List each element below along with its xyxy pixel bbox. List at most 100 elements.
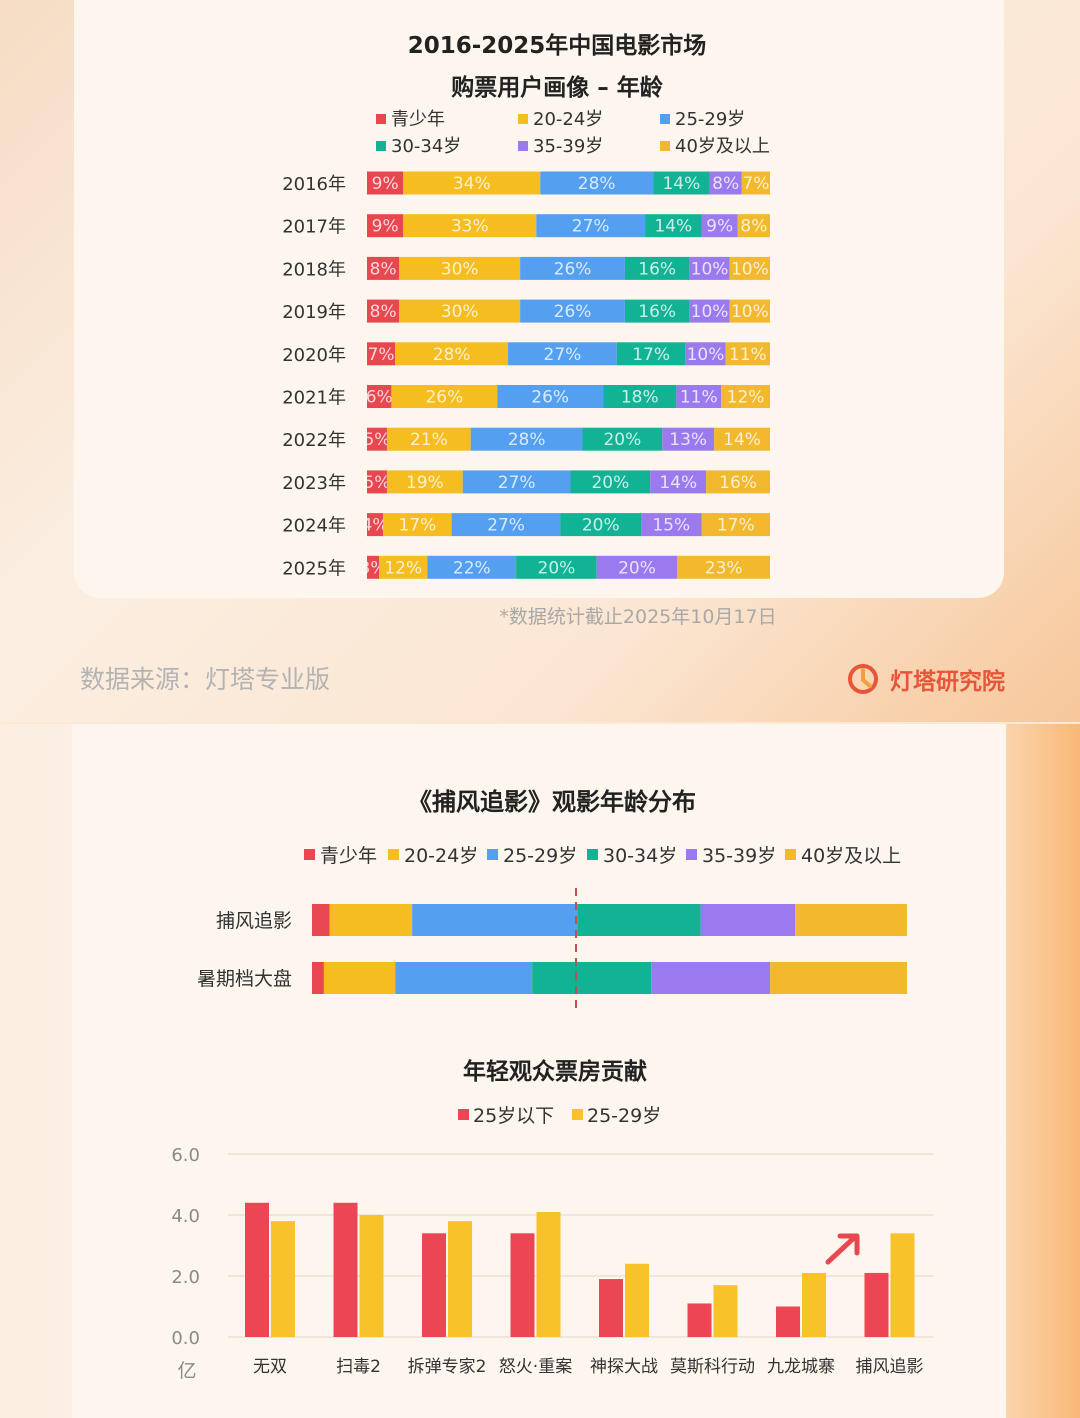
chart3-bar [864, 1272, 889, 1337]
chart2-bar-segment [412, 904, 578, 936]
chart1-bar-segment [386, 427, 471, 451]
chart1-value-label: 17% [398, 516, 436, 536]
chart1-bar-segment [536, 214, 646, 238]
chart2-bar-segment [770, 962, 907, 994]
chart1-value-label: 10% [691, 259, 729, 279]
chart2-bar-segment [395, 962, 533, 994]
chart1-value-label: 8% [740, 217, 767, 237]
chart1-value-label: 19% [406, 473, 444, 493]
chart2-legend-swatch [388, 849, 399, 860]
chart1-value-label: 20% [582, 516, 620, 536]
chart1-title-line2: 购票用户画像 – 年龄 [451, 75, 663, 101]
chart1-value-label: 10% [731, 259, 769, 279]
chart1-value-label: 26% [554, 259, 592, 279]
chart1-category-label: 2017年 [282, 217, 346, 238]
chart1-bar-segment [379, 555, 428, 579]
chart1-value-label: 28% [578, 174, 616, 194]
chart1-value-label: 11% [680, 388, 718, 408]
chart3-ytick-label: 0.0 [171, 1328, 200, 1349]
chart1-value-label: 34% [453, 174, 491, 194]
chart3-bar [536, 1211, 561, 1337]
chart1-bar-segment [645, 214, 702, 238]
chart1-category-label: 2020年 [282, 345, 346, 366]
chart1-bar-segment [399, 299, 521, 323]
chart1-value-label: 30% [441, 259, 479, 279]
trend-up-arrow-icon [825, 1233, 860, 1265]
chart1-bar-segment [624, 256, 690, 280]
chart1-value-label: 33% [451, 217, 489, 237]
chart1-value-label: 12% [727, 388, 765, 408]
chart1-value-label: 9% [372, 217, 399, 237]
chart3-legend-label: 25岁以下 [473, 1105, 554, 1127]
chart1-value-label: 16% [638, 259, 676, 279]
chart1-value-label: 13% [669, 430, 707, 450]
chart1-bar-segment [603, 385, 677, 408]
chart3-legend-swatch [572, 1109, 583, 1120]
chart1-bar-segment [383, 513, 452, 537]
chart1-bar-segment [641, 513, 702, 537]
chart1-value-label: 14% [659, 473, 697, 493]
chart1-bar-segment [689, 256, 730, 280]
chart3-legend-swatch [458, 1109, 469, 1120]
chart2-bar-segment [329, 904, 413, 936]
chart1-value-label: 27% [572, 217, 610, 237]
chart1-bar-segment [367, 171, 404, 195]
chart1-bar-segment [520, 299, 625, 323]
chart2-bar-segment [532, 962, 652, 994]
chart1-value-label: 20% [618, 558, 656, 578]
chart1-legend-label: 40岁及以上 [675, 136, 770, 157]
chart2-legend-label: 25-29岁 [503, 845, 577, 867]
chart1-value-label: 9% [706, 217, 733, 237]
chart1-value-label: 26% [554, 302, 592, 322]
chart1-value-label: 10% [691, 302, 729, 322]
chart1-legend-label: 20-24岁 [533, 109, 603, 130]
chart1-value-label: 20% [538, 558, 576, 578]
chart3-bar [776, 1306, 800, 1337]
chart1-value-label: 8% [370, 259, 397, 279]
chart1-value-label: 8% [370, 302, 397, 322]
chart3-category-label: 神探大战 [590, 1357, 658, 1377]
chart1-bar-segment [741, 171, 770, 195]
chart1-bar-segment [367, 513, 384, 537]
chart1-bar-segment [367, 385, 392, 408]
chart1-bar-segment [516, 555, 597, 579]
chart2-bar-segment [312, 962, 324, 994]
chart2-legend-label: 35-39岁 [702, 845, 776, 867]
chart1-bar-segment [725, 342, 770, 366]
chart1-bar-segment [560, 513, 642, 537]
chart1-bar-segment [386, 470, 463, 494]
chart3-category-label: 无双 [253, 1357, 287, 1377]
chart3-category-label: 莫斯科行动 [670, 1357, 755, 1377]
chart1-value-label: 30% [441, 302, 479, 322]
chart3-bar [422, 1233, 446, 1337]
chart2-legend-label: 30-34岁 [603, 845, 677, 867]
chart1-bar-segment [367, 555, 380, 579]
chart1-value-label: 16% [638, 302, 676, 322]
chart1-bar-segment [395, 342, 509, 366]
chart1-value-label: 21% [410, 430, 448, 450]
chart2-bar-segment [651, 962, 771, 994]
chart1-legend-label: 35-39岁 [533, 136, 603, 157]
chart1-value-label: 14% [662, 174, 700, 194]
chart1-value-label: 12% [384, 558, 422, 578]
chart1-bar-segment [676, 385, 722, 408]
chart2-legend-swatch [785, 849, 796, 860]
chart1-bar-segment [653, 171, 710, 195]
chart1-value-label: 11% [729, 345, 767, 365]
chart3-bar [271, 1221, 295, 1337]
chart1-legend-label: 25-29岁 [675, 109, 745, 130]
chart2-bar-segment [700, 904, 796, 936]
chart1-value-label: 20% [591, 473, 629, 493]
chart1-value-label: 27% [544, 345, 582, 365]
chart1-bar-segment [367, 427, 387, 451]
chart2-category-label: 暑期档大盘 [197, 968, 292, 990]
chart1-bar-segment [399, 256, 521, 280]
chart1-value-label: 17% [632, 345, 670, 365]
chart1-value-label: 10% [731, 302, 769, 322]
chart1-bar-segment [367, 342, 396, 366]
chart1-bar-segment [497, 385, 604, 408]
chart1-category-label: 2021年 [282, 388, 346, 409]
chart3-category-label: 九龙城寨 [767, 1357, 835, 1377]
chart1-bar-segment [367, 299, 400, 323]
chart1-legend-label: 30-34岁 [391, 136, 461, 157]
